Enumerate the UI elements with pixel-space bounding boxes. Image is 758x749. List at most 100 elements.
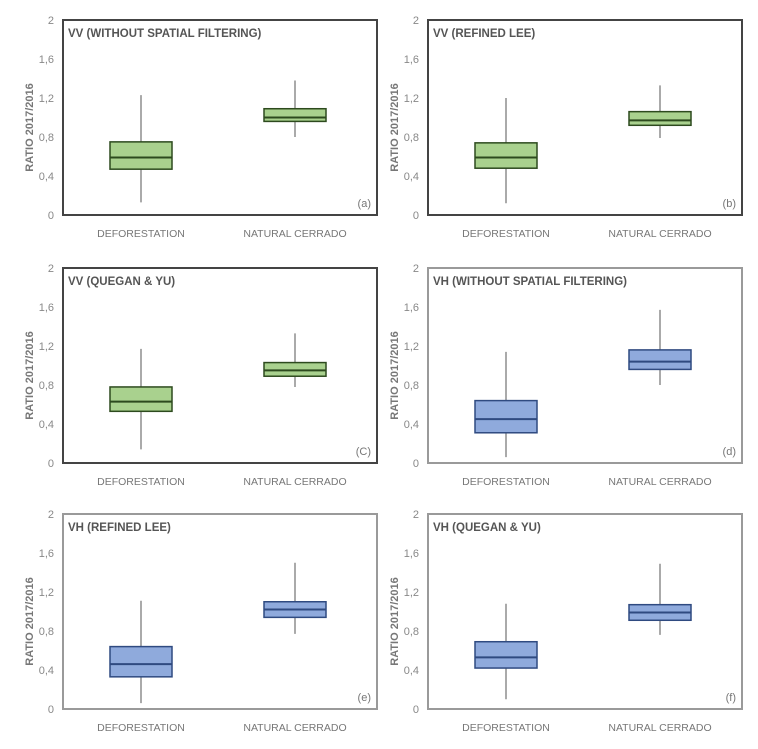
boxplot-svg: 0 0,4 0,8 1,2 1,6 2 RATIO 2017/2016 VH (REFINED…: [24, 509, 378, 734]
box-natural-cerrado: [263, 80, 327, 137]
iqr-box: [263, 107, 327, 123]
iqr-box: [109, 386, 173, 413]
box-deforestation: [474, 98, 538, 204]
boxplot-svg: 0 0,4 0,8 1,2 1,6 2 RATIO 2017/2016 VV (QUEGAN …: [24, 263, 378, 488]
plot-frame: [62, 19, 378, 216]
y-tick-label: 1,6: [404, 548, 419, 560]
y-tick-label: 2: [413, 263, 419, 275]
panel-title: VH (REFINED LEE): [68, 522, 171, 534]
plot-frame: [427, 19, 743, 216]
y-tick-label: 0,4: [39, 419, 54, 431]
boxplot-panel: 0 0,4 0,8 1,2 1,6 2 RATIO 2017/2016 VV (REFINED…: [365, 0, 755, 250]
y-tick-label: 1,2: [404, 587, 419, 599]
y-tick-label: 1,2: [404, 93, 419, 105]
boxplot-svg: 0 0,4 0,8 1,2 1,6 2 RATIO 2017/2016 VV (WITHOUT…: [24, 15, 378, 240]
iqr-box: [474, 142, 538, 169]
iqr-box: [628, 349, 692, 371]
category-label: DEFORESTATION: [462, 228, 550, 240]
y-tick-label: 1,6: [404, 302, 419, 314]
boxplot-svg: 0 0,4 0,8 1,2 1,6 2 RATIO 2017/2016 VV (REFINED…: [389, 15, 743, 240]
y-tick-label: 1,6: [39, 54, 54, 66]
y-tick-label: 0: [48, 458, 54, 470]
y-axis-label: RATIO 2017/2016: [24, 83, 36, 171]
category-label: NATURAL CERRADO: [608, 722, 711, 734]
panel-title: VH (QUEGAN & YU): [433, 522, 541, 534]
category-label: DEFORESTATION: [462, 722, 550, 734]
y-tick-label: 1,2: [39, 587, 54, 599]
panel-title: VV (QUEGAN & YU): [68, 276, 175, 288]
y-tick-label: 0,4: [404, 171, 419, 183]
y-tick-label: 1,6: [404, 54, 419, 66]
iqr-box: [474, 399, 538, 434]
y-tick-label: 0: [48, 704, 54, 716]
boxplot-svg: 0 0,4 0,8 1,2 1,6 2 RATIO 2017/2016 VH (QUEGAN …: [389, 509, 743, 734]
y-tick-label: 1,6: [39, 302, 54, 314]
y-tick-label: 0,4: [39, 171, 54, 183]
panel-title: VH (WITHOUT SPATIAL FILTERING): [433, 276, 627, 288]
plot-frame: [427, 267, 743, 464]
panel-letter: (d): [723, 446, 736, 458]
y-tick-label: 1,2: [39, 341, 54, 353]
boxplot-panel: 0 0,4 0,8 1,2 1,6 2 RATIO 2017/2016 VV (WITHOUT…: [0, 0, 390, 250]
boxplot-svg: 0 0,4 0,8 1,2 1,6 2 RATIO 2017/2016 VH (WITHOUT…: [389, 263, 743, 488]
y-tick-label: 2: [413, 15, 419, 27]
y-tick-label: 0,8: [39, 380, 54, 392]
plot-frame: [427, 513, 743, 710]
y-tick-label: 0: [48, 210, 54, 222]
y-tick-label: 1,2: [39, 93, 54, 105]
box-deforestation: [109, 348, 173, 450]
box-natural-cerrado: [628, 309, 692, 385]
category-label: DEFORESTATION: [97, 476, 185, 488]
y-tick-label: 2: [413, 509, 419, 521]
box-deforestation: [474, 603, 538, 700]
box-natural-cerrado: [628, 563, 692, 635]
y-tick-label: 0,4: [39, 665, 54, 677]
y-tick-label: 1,6: [39, 548, 54, 560]
y-tick-label: 2: [48, 15, 54, 27]
y-tick-label: 0: [413, 210, 419, 222]
box-deforestation: [474, 351, 538, 458]
box-deforestation: [109, 95, 173, 203]
category-label: DEFORESTATION: [97, 228, 185, 240]
y-tick-label: 0,8: [39, 132, 54, 144]
category-label: NATURAL CERRADO: [243, 722, 346, 734]
y-tick-label: 2: [48, 509, 54, 521]
category-label: NATURAL CERRADO: [608, 228, 711, 240]
category-label: DEFORESTATION: [462, 476, 550, 488]
y-tick-label: 0: [413, 458, 419, 470]
category-label: NATURAL CERRADO: [608, 476, 711, 488]
y-axis-label: RATIO 2017/2016: [24, 577, 36, 665]
iqr-box: [474, 640, 538, 669]
box-natural-cerrado: [263, 333, 327, 387]
boxplot-panel: 0 0,4 0,8 1,2 1,6 2 RATIO 2017/2016 VH (QUEGAN …: [365, 494, 755, 744]
y-tick-label: 1,2: [404, 341, 419, 353]
panel-title: VV (REFINED LEE): [433, 28, 535, 40]
panel-letter: (C): [356, 446, 371, 458]
category-label: NATURAL CERRADO: [243, 476, 346, 488]
plot-frame: [62, 267, 378, 464]
y-axis-label: RATIO 2017/2016: [389, 577, 401, 665]
boxplot-panel: 0 0,4 0,8 1,2 1,6 2 RATIO 2017/2016 VH (WITHOUT…: [365, 248, 755, 498]
iqr-box: [109, 141, 173, 170]
category-label: DEFORESTATION: [97, 722, 185, 734]
panel-title: VV (WITHOUT SPATIAL FILTERING): [68, 28, 262, 40]
y-tick-label: 0,8: [39, 626, 54, 638]
y-tick-label: 0,8: [404, 132, 419, 144]
y-tick-label: 0,8: [404, 380, 419, 392]
panel-letter: (a): [358, 198, 371, 210]
panel-letter: (b): [723, 198, 736, 210]
panel-letter: (f): [726, 692, 736, 704]
boxplot-panel: 0 0,4 0,8 1,2 1,6 2 RATIO 2017/2016 VH (REFINED…: [0, 494, 390, 744]
y-tick-label: 0,8: [404, 626, 419, 638]
box-natural-cerrado: [628, 85, 692, 138]
y-axis-label: RATIO 2017/2016: [389, 83, 401, 171]
y-tick-label: 0,4: [404, 665, 419, 677]
box-natural-cerrado: [263, 562, 327, 634]
category-label: NATURAL CERRADO: [243, 228, 346, 240]
y-tick-label: 0: [413, 704, 419, 716]
y-tick-label: 2: [48, 263, 54, 275]
y-axis-label: RATIO 2017/2016: [389, 331, 401, 419]
iqr-box: [628, 110, 692, 127]
box-deforestation: [109, 600, 173, 704]
y-tick-label: 0,4: [404, 419, 419, 431]
